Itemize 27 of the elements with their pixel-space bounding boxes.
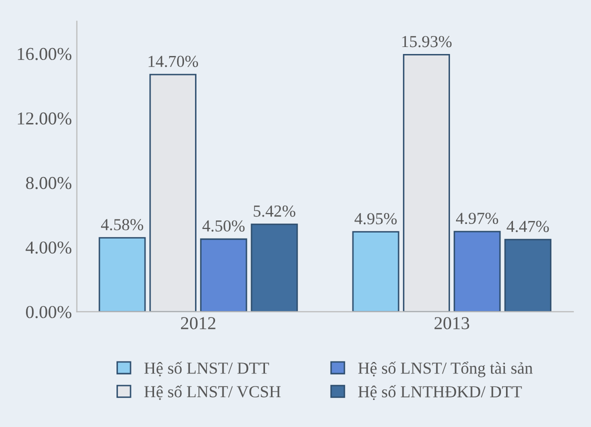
y-tick-label: 4.00%	[26, 241, 72, 254]
data-label: 4.50%	[202, 220, 245, 232]
legend-label: Hệ số LNST/ VCSH	[144, 385, 281, 400]
y-tick-label: 12.00%	[18, 112, 72, 125]
bar	[402, 54, 450, 312]
legend-label: Hệ số LNST/ DTT	[144, 362, 270, 376]
legend-label: Hệ số LNST/ Tổng tài sản	[358, 362, 533, 378]
data-label: 15.93%	[402, 36, 452, 48]
bar	[200, 238, 248, 312]
data-label: 4.95%	[354, 213, 397, 224]
bar	[352, 231, 400, 312]
bar	[454, 230, 501, 312]
y-tick-label: 16.00%	[18, 48, 72, 60]
legend-label: Hệ số LNTHĐKD/ DTT	[358, 385, 522, 400]
bar	[250, 224, 298, 312]
bar	[504, 238, 552, 312]
x-tick-label: 2013	[434, 317, 470, 330]
data-label: 4.47%	[506, 220, 549, 232]
data-label: 14.70%	[148, 56, 198, 68]
data-label: 4.58%	[101, 219, 144, 230]
x-tick-label: 2012	[181, 317, 216, 330]
bar	[149, 74, 196, 312]
data-label: 4.97%	[456, 212, 498, 224]
data-label: 5.42%	[254, 205, 296, 217]
y-tick-label: 0.00%	[26, 306, 72, 318]
y-tick-label: 8.00%	[26, 176, 72, 190]
bar	[98, 237, 146, 312]
